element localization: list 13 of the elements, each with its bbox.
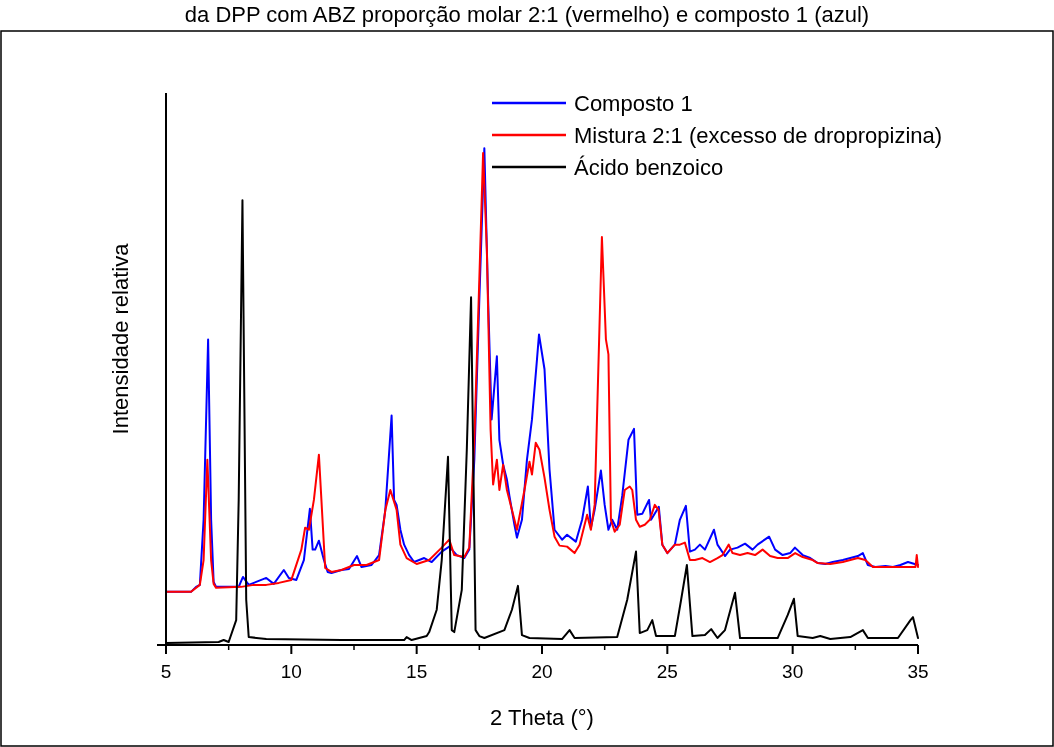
x-tick-label: 25 <box>656 661 678 682</box>
x-tick-label: 5 <box>160 661 172 682</box>
legend-label: Mistura 2:1 (excesso de dropropizina) <box>574 123 943 148</box>
legend-label: Ácido benzoico <box>574 155 724 180</box>
x-tick-label: 15 <box>406 661 428 682</box>
chart-title: da DPP com ABZ proporção molar 2:1 (vermelho) e composto 1 (azul) <box>184 2 870 27</box>
x-tick-label: 10 <box>280 661 302 682</box>
y-axis-title: Intensidade relativa <box>108 242 133 435</box>
x-axis-title: 2 Theta (°) <box>490 705 594 730</box>
legend-label: Composto 1 <box>574 91 693 116</box>
x-tick-label: 30 <box>782 661 804 682</box>
x-tick-label: 35 <box>907 661 929 682</box>
x-tick-label: 20 <box>531 661 553 682</box>
